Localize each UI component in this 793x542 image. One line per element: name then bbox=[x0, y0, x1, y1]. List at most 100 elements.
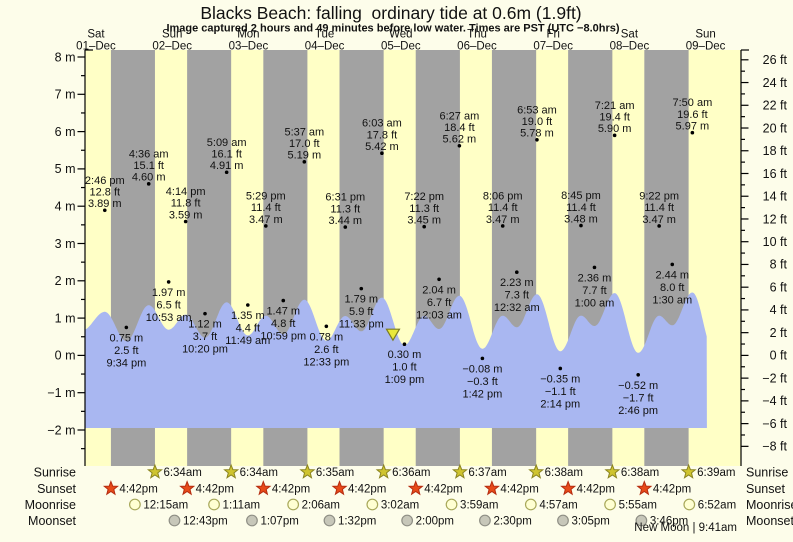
sunrise-star-icon bbox=[375, 463, 392, 479]
sunset-row-label-right: Sunset bbox=[746, 482, 785, 496]
tide-annotation-line: 3.48 m bbox=[564, 213, 598, 225]
tide-annotation-line: 11.4 ft bbox=[488, 202, 518, 214]
tide-annotation-line: 6:31 pm bbox=[325, 192, 365, 204]
right-axis-tick-label: 14 ft bbox=[763, 190, 788, 204]
tide-point bbox=[402, 342, 407, 347]
tide-annotation-line: 4.4 ft bbox=[236, 323, 260, 335]
tide-annotation-line: 17.8 ft bbox=[367, 129, 398, 141]
tide-annotation-line: 11.4 ft bbox=[251, 202, 281, 214]
sunrise-time: 6:38am bbox=[621, 467, 659, 479]
tide-annotation-line: 11:33 pm bbox=[339, 319, 384, 331]
tide-annotation-line: 1.35 m bbox=[231, 310, 265, 322]
right-axis-tick-label: 22 ft bbox=[763, 99, 788, 113]
tide-annotation-line: 0.75 m bbox=[110, 332, 144, 344]
tide-event-low: 2.36 m7.7 ft1:00 am bbox=[575, 265, 614, 309]
right-axis-tick-label: 12 ft bbox=[763, 212, 788, 226]
day-name-label: Thu bbox=[467, 29, 487, 41]
moonrise-circle-icon bbox=[683, 498, 696, 511]
sunset-star-icon bbox=[483, 480, 500, 496]
tide-annotation-line: 2.6 ft bbox=[314, 344, 338, 356]
right-axis-tick-label: 4 ft bbox=[770, 303, 788, 317]
left-axis-tick-label: −2 m bbox=[47, 423, 75, 437]
tide-annotation-line: 3.47 m bbox=[486, 214, 520, 226]
tide-annotation-line: 4.91 m bbox=[210, 160, 244, 172]
tide-annotation-line: 8:45 pm bbox=[561, 190, 601, 202]
sunset-time: 4:42pm bbox=[196, 484, 234, 496]
sunset-time: 4:42pm bbox=[272, 484, 310, 496]
right-axis-tick-label: 24 ft bbox=[763, 76, 788, 90]
tide-event-low: −0.52 m−1.7 ft2:46 pm bbox=[618, 372, 658, 417]
tide-annotation-line: 1.0 ft bbox=[392, 362, 416, 374]
tide-annotation-line: 7:50 am bbox=[672, 97, 712, 109]
day-date-label: 03–Dec bbox=[229, 41, 269, 53]
sunrise-time: 6:34am bbox=[240, 467, 278, 479]
day-date-label: 07–Dec bbox=[533, 41, 573, 53]
tide-annotation-line: 5:37 am bbox=[284, 126, 324, 138]
tide-event-low: −0.35 m−1.1 ft2:14 pm bbox=[540, 366, 580, 410]
moonset-time: 1:07pm bbox=[260, 516, 298, 528]
page-subtitle: Image captured 2 hours and 49 minutes be… bbox=[166, 23, 619, 35]
right-axis-tick-label: −4 ft bbox=[762, 394, 787, 408]
moonrise-row-label-left: Moonrise bbox=[25, 498, 76, 512]
sunset-star-icon bbox=[407, 480, 424, 496]
tide-annotation-line: 0.78 m bbox=[310, 331, 344, 343]
sunset-star-icon bbox=[255, 480, 272, 496]
moonrise-circle-icon bbox=[445, 498, 458, 511]
left-axis-tick-label: 4 m bbox=[55, 200, 76, 214]
current-tide-marker bbox=[385, 328, 401, 342]
moonset-row-label-right: Moonset bbox=[746, 514, 793, 528]
tide-annotation-line: 2.5 ft bbox=[114, 345, 138, 357]
tide-annotation-line: −1.1 ft bbox=[545, 386, 576, 398]
moonset-time: 1:32pm bbox=[338, 516, 376, 528]
tide-annotation-line: 5.42 m bbox=[365, 141, 399, 153]
tide-annotation-line: 1:09 pm bbox=[385, 374, 425, 386]
sunrise-time: 6:39am bbox=[697, 467, 735, 479]
tide-annotation-line: 1.47 m bbox=[266, 306, 300, 318]
right-axis-tick-label: 20 ft bbox=[763, 121, 788, 135]
moonrise-time: 4:57am bbox=[539, 500, 577, 512]
tide-annotation-line: 2:46 pm bbox=[618, 405, 658, 417]
tide-annotation-line: 6.5 ft bbox=[156, 299, 180, 311]
tide-annotation-line: 5.97 m bbox=[676, 121, 710, 133]
tide-annotation-line: 1.79 m bbox=[344, 294, 378, 306]
right-axis-tick-label: −2 ft bbox=[762, 371, 787, 385]
sunrise-star-icon bbox=[528, 463, 545, 479]
left-axis-tick-label: 6 m bbox=[55, 125, 76, 139]
tide-annotation-line: 2.36 m bbox=[578, 272, 612, 284]
tide-annotation-line: 11.4 ft bbox=[566, 202, 596, 214]
current-time-triangle-icon bbox=[385, 328, 401, 342]
moonrise-circle-icon bbox=[604, 498, 616, 511]
tide-point bbox=[690, 130, 695, 135]
day-name-label: Wed bbox=[389, 29, 412, 41]
new-moon-note: New Moon | 9:41am bbox=[634, 522, 737, 534]
tide-curve-area bbox=[85, 292, 707, 428]
right-axis-tick-label: 16 ft bbox=[763, 167, 788, 181]
moonset-circle-icon bbox=[323, 514, 336, 527]
sunrise-star-icon bbox=[146, 463, 163, 479]
right-axis-tick-label: 0 ft bbox=[770, 349, 788, 363]
tide-point bbox=[480, 356, 485, 361]
axes: 8 m 7 m 6 m 5 m 4 m 3 m 2 m 1 m 0 m −1 m −2 m 26 ft… bbox=[47, 49, 788, 466]
moonset-circle-icon bbox=[479, 514, 491, 527]
moonrise-time: 3:59am bbox=[460, 500, 498, 512]
tide-annotation-line: −0.35 m bbox=[540, 373, 580, 385]
tide-annotation-line: 5.90 m bbox=[598, 123, 632, 135]
moonrise-time: 5:55am bbox=[619, 500, 657, 512]
right-axis-tick-label: 8 ft bbox=[770, 258, 788, 272]
tide-point bbox=[535, 138, 539, 142]
moonrise-circle-icon bbox=[287, 498, 300, 511]
moonrise-time: 12:15am bbox=[143, 500, 188, 512]
sunrise-star-icon bbox=[223, 463, 240, 479]
right-axis-tick-label: 2 ft bbox=[770, 326, 788, 340]
tide-point bbox=[558, 366, 563, 371]
sunset-time: 4:42pm bbox=[348, 484, 386, 496]
tide-point bbox=[343, 225, 348, 229]
tide-annotation-line: 3.47 m bbox=[642, 214, 676, 226]
tide-annotation-line: 2.23 m bbox=[500, 277, 534, 289]
